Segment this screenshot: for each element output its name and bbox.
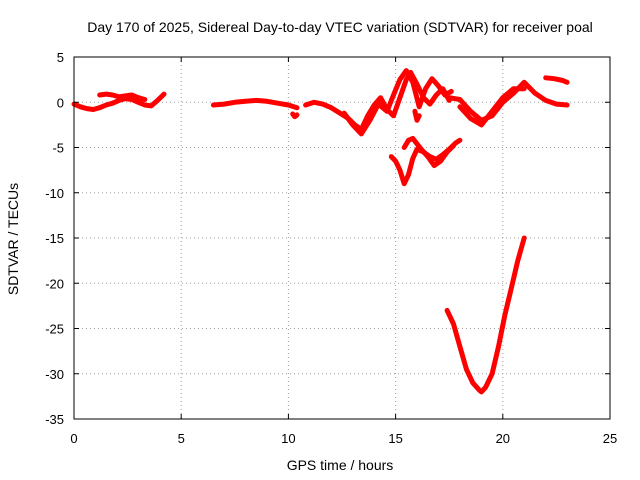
x-tick-label: 25: [603, 431, 617, 446]
series-seg-f: [341, 68, 454, 137]
x-tick-label: 5: [178, 431, 185, 446]
y-tick-label: -10: [45, 186, 64, 201]
y-tick-label: -30: [45, 367, 64, 382]
series-seg-j: [446, 79, 570, 123]
x-tick-label: 20: [496, 431, 510, 446]
data-series: [71, 68, 570, 395]
series-seg-d: [290, 111, 300, 120]
series-seg-g: [412, 108, 422, 123]
chart-title: Day 170 of 2025, Sidereal Day-to-day VTE…: [87, 19, 593, 35]
x-tick-label: 15: [388, 431, 402, 446]
y-tick-label: 5: [57, 50, 64, 65]
series-seg-c: [210, 97, 300, 111]
x-tick-label: 0: [70, 431, 77, 446]
grid-lines: [74, 57, 610, 419]
y-tick-label: -35: [45, 412, 64, 427]
series-seg-e: [303, 69, 452, 132]
y-tick-label: -20: [45, 276, 64, 291]
axis-ticks: 0 5 10 15 20 25 5 0 -5 -10 -15 -20 -25 -30 -35: [45, 50, 617, 446]
y-axis-label: SDTVAR / TECUs: [5, 183, 21, 295]
series-seg-k: [457, 86, 527, 128]
y-tick-label: -25: [45, 322, 64, 337]
series-seg-b: [97, 91, 148, 102]
series-seg-l: [543, 75, 570, 85]
series-seg-m: [444, 235, 527, 395]
x-tick-label: 10: [281, 431, 295, 446]
series-seg-a: [71, 91, 167, 112]
x-axis-label: GPS time / hours: [287, 457, 394, 473]
y-tick-label: -5: [52, 141, 64, 156]
series-seg-i: [401, 135, 456, 169]
y-tick-label: 0: [57, 95, 64, 110]
y-tick-label: -15: [45, 231, 64, 246]
